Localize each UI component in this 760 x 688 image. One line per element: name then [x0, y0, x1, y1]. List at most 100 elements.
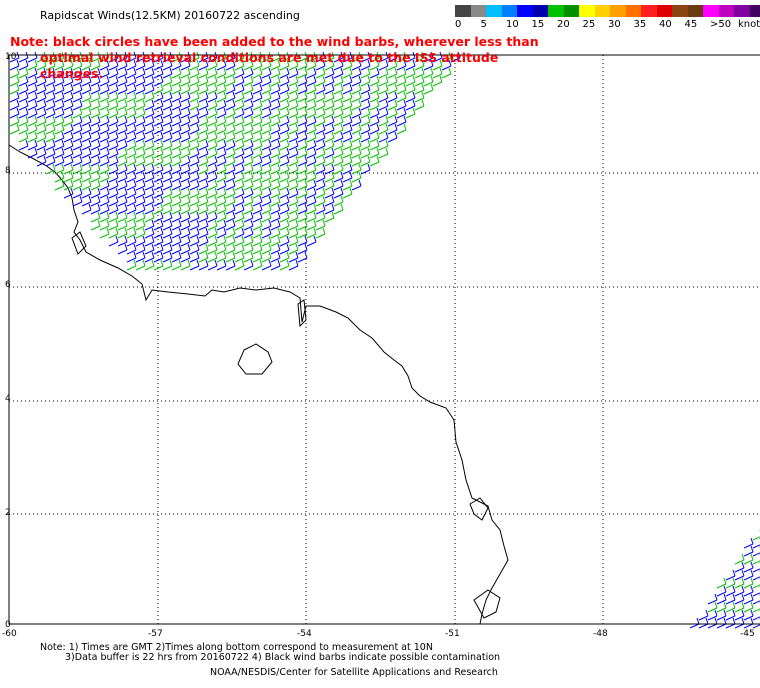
- wind-barb: [270, 139, 281, 151]
- wind-barb: [180, 243, 191, 255]
- wind-barb: [54, 179, 65, 191]
- wind-barb: [342, 155, 353, 167]
- wind-barb: [288, 147, 299, 159]
- wind-barb: [252, 179, 263, 191]
- x-tick-label: -57: [148, 629, 163, 639]
- wind-barb: [261, 211, 272, 223]
- wind-barb: [153, 163, 164, 175]
- wind-barb: [243, 171, 254, 183]
- wind-barb: [9, 83, 20, 95]
- wind-barb: [324, 59, 335, 71]
- wind-barb: [216, 195, 227, 207]
- wind-barb: [90, 139, 101, 151]
- wind-barb: [81, 123, 92, 135]
- wind-barb: [81, 195, 92, 207]
- wind-barb: [45, 131, 56, 143]
- wind-barb: [234, 243, 245, 255]
- wind-barb: [207, 251, 218, 263]
- wind-barb: [54, 115, 65, 127]
- wind-barb: [270, 99, 281, 111]
- wind-barb: [306, 187, 317, 199]
- wind-barb: [180, 139, 191, 151]
- wind-barb: [126, 107, 137, 119]
- wind-barb: [261, 203, 272, 215]
- wind-barb: [405, 75, 416, 87]
- wind-barb: [126, 59, 137, 71]
- wind-barb: [369, 83, 380, 95]
- wind-barb: [45, 83, 56, 95]
- wind-barb: [135, 171, 146, 183]
- wind-barb: [45, 59, 56, 71]
- wind-barb: [144, 171, 155, 183]
- wind-barb: [90, 195, 101, 207]
- wind-barb: [279, 107, 290, 119]
- wind-barb: [153, 195, 164, 207]
- wind-barb: [162, 139, 173, 151]
- wind-barb: [288, 131, 299, 143]
- wind-barb: [306, 99, 317, 111]
- wind-barb: [108, 163, 119, 175]
- wind-barb: [171, 171, 182, 183]
- legend-swatch: [656, 5, 672, 17]
- wind-barb: [99, 139, 110, 151]
- wind-barb: [63, 179, 74, 191]
- wind-barb: [54, 83, 65, 95]
- wind-barb: [243, 155, 254, 167]
- wind-barb: [36, 155, 47, 167]
- wind-barb: [360, 99, 371, 111]
- wind-barb: [171, 115, 182, 127]
- wind-barb: [324, 83, 335, 95]
- wind-barb: [225, 203, 236, 215]
- wind-barb: [135, 227, 146, 239]
- wind-barb: [315, 171, 326, 183]
- wind-barb: [360, 131, 371, 143]
- wind-barb: [108, 147, 119, 159]
- wind-barb: [734, 609, 745, 621]
- legend-label: 10: [506, 19, 519, 30]
- wind-barb: [144, 179, 155, 191]
- wind-barb: [387, 75, 398, 87]
- wind-barb: [135, 179, 146, 191]
- wind-barb: [734, 561, 745, 573]
- wind-barb: [225, 235, 236, 247]
- wind-barb: [63, 163, 74, 175]
- wind-barb: [225, 211, 236, 223]
- wind-barb: [99, 91, 110, 103]
- wind-barb: [734, 577, 745, 589]
- wind-barb: [306, 131, 317, 143]
- wind-barb: [207, 243, 218, 255]
- wind-barb: [707, 593, 718, 605]
- wind-barb: [171, 179, 182, 191]
- wind-barb: [252, 163, 263, 175]
- wind-barb: [99, 131, 110, 143]
- wind-barb: [198, 203, 209, 215]
- wind-barb: [351, 123, 362, 135]
- wind-barb: [698, 609, 709, 621]
- wind-barb: [261, 219, 272, 231]
- wind-barb: [63, 115, 74, 127]
- wind-barb: [378, 115, 389, 127]
- wind-barb: [414, 67, 425, 79]
- wind-barb: [108, 67, 119, 79]
- wind-barb: [396, 91, 407, 103]
- wind-barb: [270, 179, 281, 191]
- wind-barb: [360, 75, 371, 87]
- attitude-note: Note: black circles have been added to t…: [10, 34, 550, 82]
- wind-barb: [108, 123, 119, 135]
- wind-barb: [99, 211, 110, 223]
- wind-barb: [117, 59, 128, 71]
- wind-barb: [108, 179, 119, 191]
- wind-barb: [153, 187, 164, 199]
- wind-barb: [306, 123, 317, 135]
- legend-swatch: [703, 5, 719, 17]
- wind-barb: [54, 123, 65, 135]
- wind-barb: [351, 155, 362, 167]
- wind-barb: [369, 131, 380, 143]
- wind-barb: [333, 131, 344, 143]
- wind-barb: [72, 67, 83, 79]
- wind-barb: [72, 195, 83, 207]
- wind-barb: [279, 187, 290, 199]
- wind-barb: [243, 243, 254, 255]
- wind-barb: [279, 235, 290, 247]
- wind-barb: [99, 99, 110, 111]
